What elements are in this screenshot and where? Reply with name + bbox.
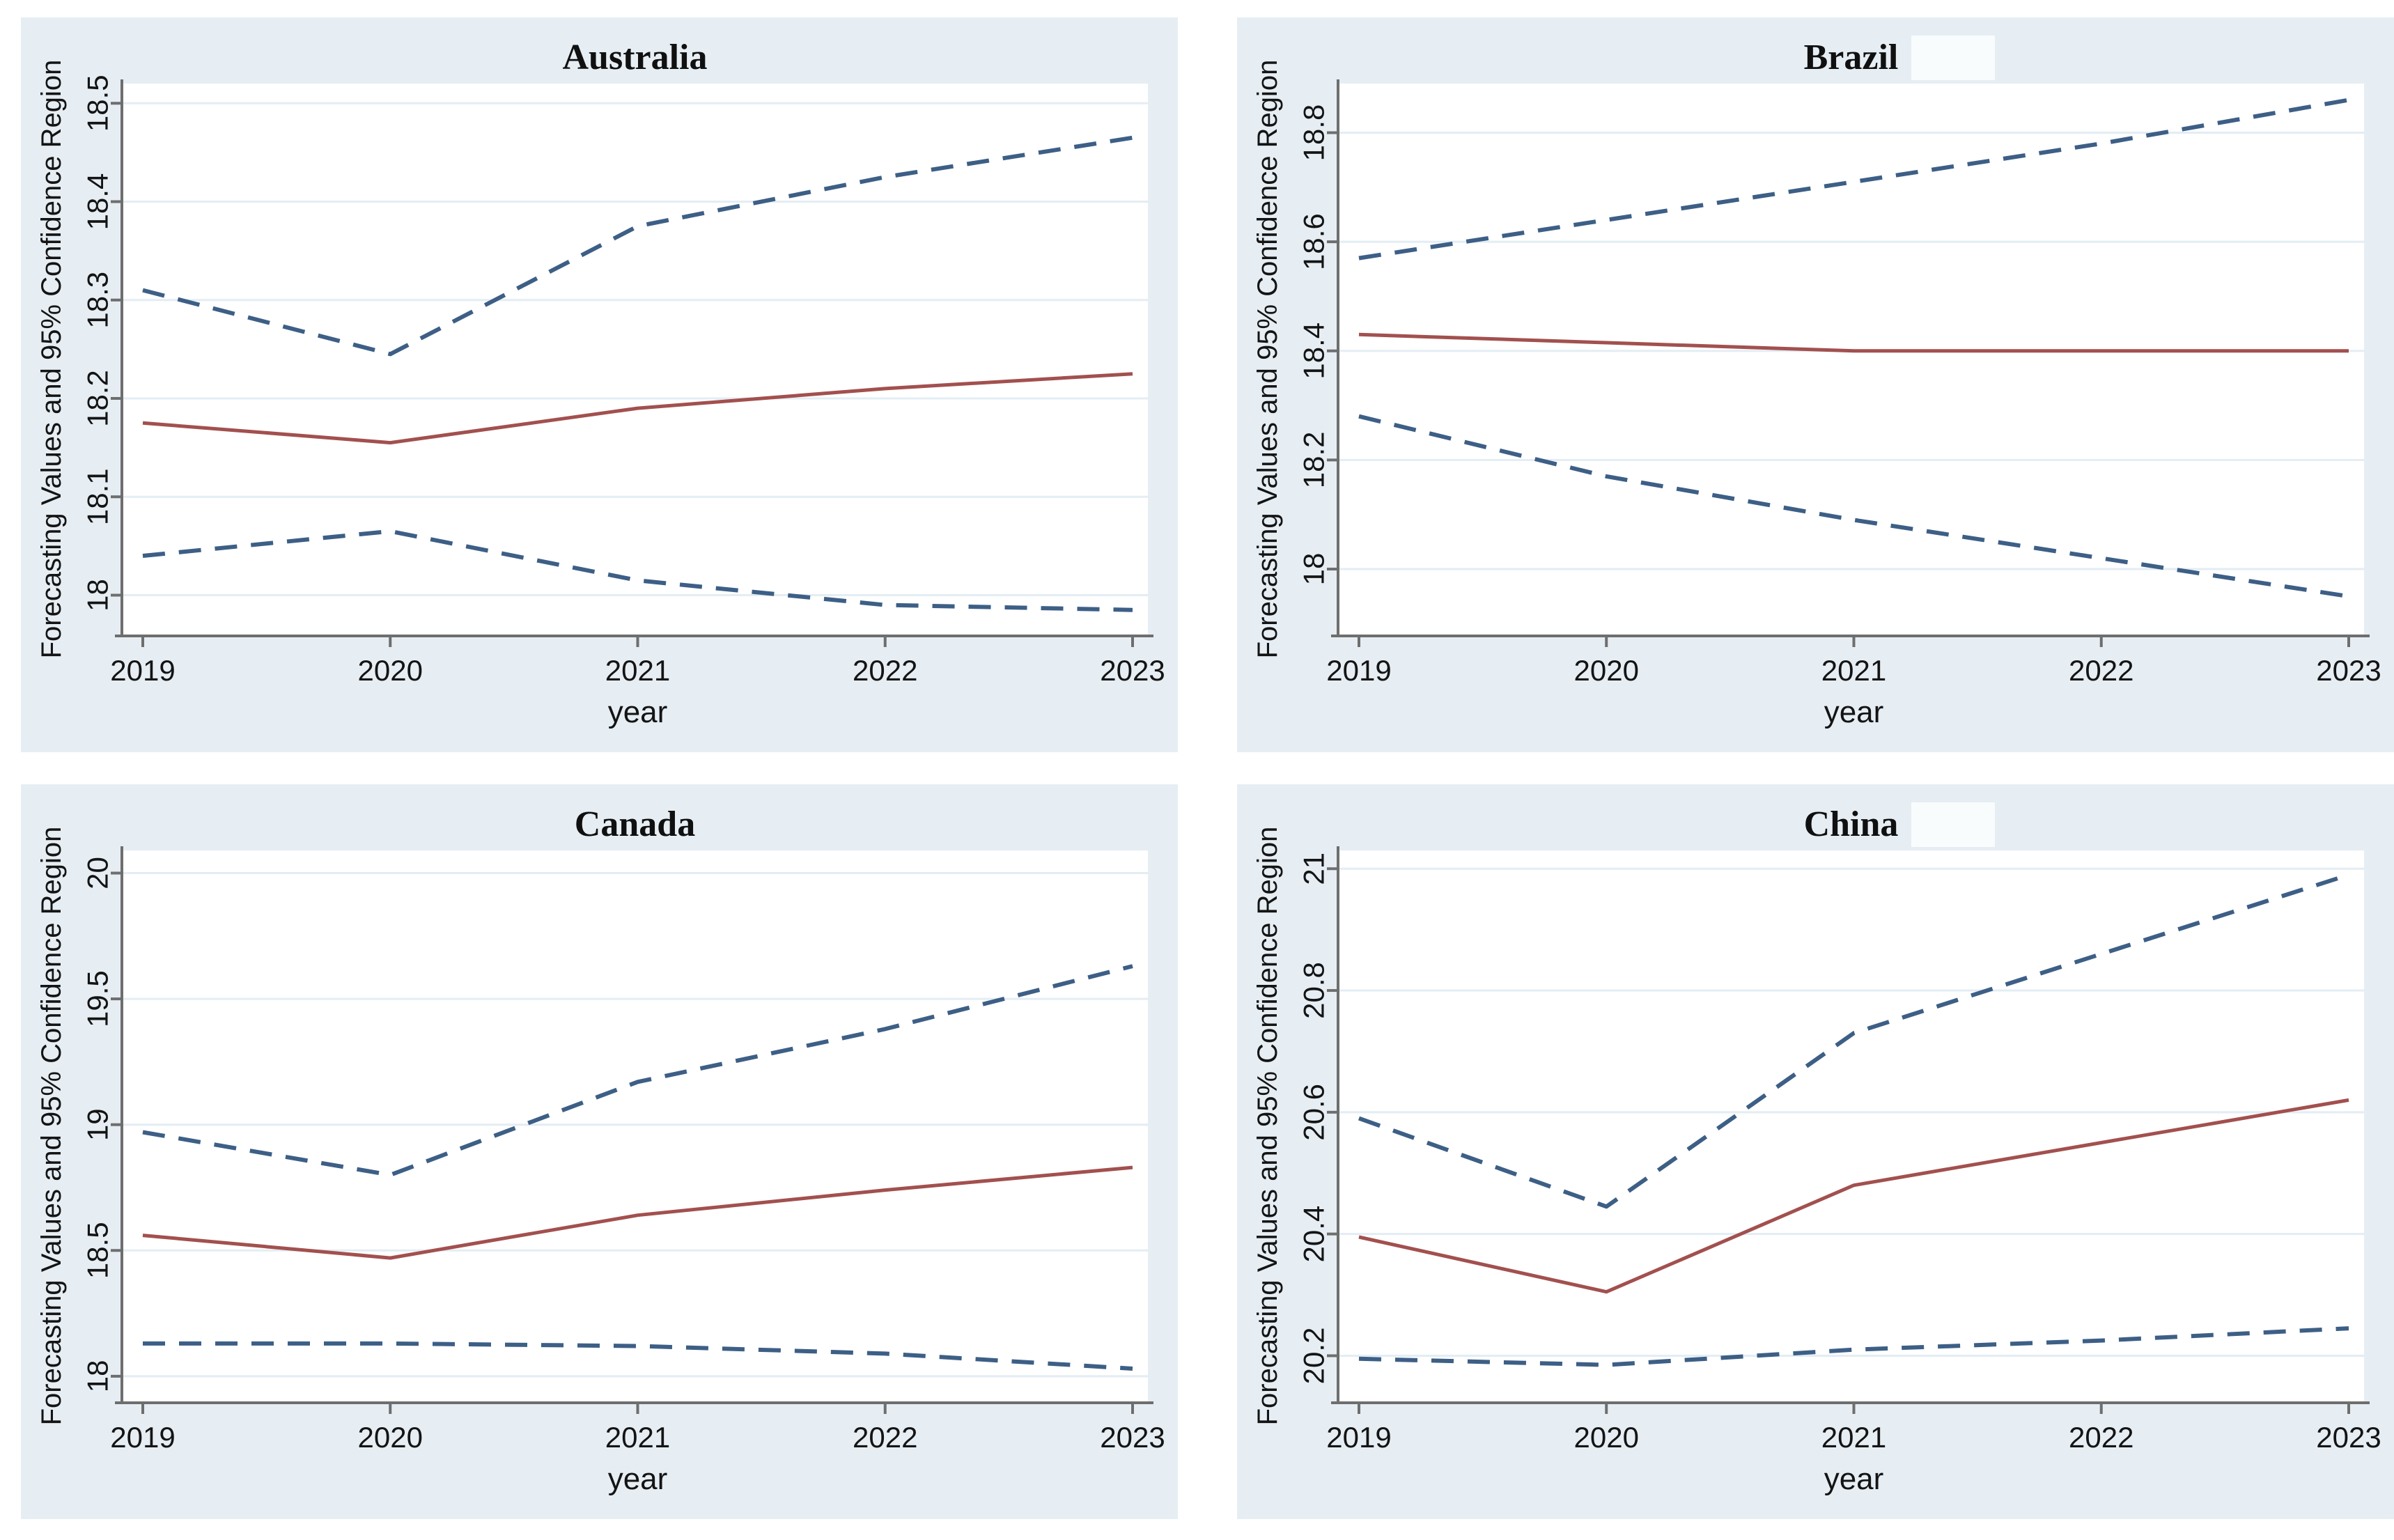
series-lower-95-confidence-bound <box>143 1341 1133 1371</box>
y-tick-label: 18.4 <box>81 173 114 231</box>
series-upper-95-confidence-bound <box>1358 873 2349 1209</box>
x-axis-label: year <box>608 1462 668 1496</box>
chart-title: Brazil <box>1804 38 1899 77</box>
series-lower-95-confidence-bound <box>1358 414 2349 599</box>
chart-title: Australia <box>563 38 708 77</box>
plot-area <box>1338 84 2364 635</box>
x-tick-label: 2022 <box>853 654 917 687</box>
y-tick-label: 20 <box>81 857 114 889</box>
chart-title: Canada <box>575 804 695 844</box>
chart-china: 20.2 20.4 20.6 20.8 21 2019 2020 2021 2022 2023 Ch… <box>1252 802 2381 1496</box>
x-tick-label: 2022 <box>2069 654 2133 687</box>
x-tick-label: 2020 <box>1574 1421 1639 1454</box>
series-upper-95-confidence-bound <box>142 135 1133 357</box>
x-tick-label: 2023 <box>2316 1421 2381 1454</box>
chart-panel: 20.2 20.4 20.6 20.8 21 2019 2020 2021 2022 2023 Ch… <box>1237 784 2394 1519</box>
x-tick-label: 2020 <box>358 1421 423 1454</box>
x-axis-label: year <box>608 695 668 729</box>
series-forecast <box>142 372 1133 445</box>
x-tick-label: 2021 <box>605 654 670 687</box>
y-tick-label: 20.8 <box>1298 962 1330 1019</box>
y-tick-label: 19.5 <box>81 970 114 1027</box>
series-upper-95-confidence-bound <box>1358 98 2349 260</box>
y-tick-label: 18.4 <box>1298 322 1330 380</box>
y-tick-label: 18.1 <box>81 468 114 525</box>
series-upper-95-confidence-bound <box>142 964 1133 1177</box>
y-tick-label: 18.5 <box>81 75 114 132</box>
title-highlight <box>1911 802 1995 847</box>
chart-panel: 18 18.1 18.2 18.3 18.4 18.5 2019 2020 2021 2022 20… <box>21 17 1178 752</box>
x-axis-label: year <box>1824 1462 1884 1496</box>
y-tick-label: 18.5 <box>81 1222 114 1279</box>
y-tick-label: 20.2 <box>1298 1328 1330 1385</box>
y-tick-label: 20.6 <box>1298 1084 1330 1141</box>
x-tick-label: 2019 <box>110 654 175 687</box>
series-forecast <box>142 1165 1133 1260</box>
x-tick-label: 2019 <box>110 1421 175 1454</box>
y-tick-label: 20.4 <box>1298 1206 1330 1263</box>
y-tick-label: 18 <box>1298 553 1330 586</box>
x-tick-label: 2020 <box>358 654 423 687</box>
series-forecast <box>1358 1098 2349 1294</box>
x-tick-label: 2019 <box>1326 654 1391 687</box>
chart-brazil: 18 18.2 18.4 18.6 18.8 2019 2020 2021 2022 2023 Br… <box>1252 36 2381 729</box>
chart-title: China <box>1804 804 1899 844</box>
y-tick-label: 18 <box>81 579 114 612</box>
series-lower-95-confidence-bound <box>1358 1326 2349 1367</box>
x-tick-label: 2020 <box>1574 654 1639 687</box>
x-tick-label: 2019 <box>1326 1421 1391 1454</box>
y-axis-label: Forecasting Values and 95% Confidence Re… <box>1252 60 1283 659</box>
y-tick-label: 18 <box>81 1360 114 1393</box>
x-tick-label: 2021 <box>1821 654 1886 687</box>
x-tick-label: 2023 <box>2316 654 2381 687</box>
y-tick-label: 18.2 <box>1298 432 1330 489</box>
y-axis-label: Forecasting Values and 95% Confidence Re… <box>36 60 67 659</box>
y-axis-label: Forecasting Values and 95% Confidence Re… <box>36 827 67 1426</box>
series-lower-95-confidence-bound <box>142 529 1133 612</box>
series-forecast <box>1358 332 2349 353</box>
y-tick-label: 21 <box>1298 853 1330 885</box>
x-tick-label: 2022 <box>853 1421 917 1454</box>
plot-area <box>1338 850 2364 1401</box>
title-highlight <box>1911 36 1995 80</box>
x-tick-label: 2021 <box>1821 1421 1886 1454</box>
x-tick-label: 2023 <box>1100 654 1165 687</box>
y-tick-label: 18.3 <box>81 272 114 329</box>
y-tick-label: 18.2 <box>81 370 114 427</box>
plot-area <box>122 850 1148 1401</box>
y-tick-label: 18.8 <box>1298 104 1330 162</box>
chart-panel: 18 18.2 18.4 18.6 18.8 2019 2020 2021 2022 2023 Br… <box>1237 17 2394 752</box>
plot-area <box>122 84 1148 635</box>
chart-australia: 18 18.1 18.2 18.3 18.4 18.5 2019 2020 2021 2022 20… <box>36 38 1165 729</box>
x-tick-label: 2023 <box>1100 1421 1165 1454</box>
y-tick-label: 18.6 <box>1298 213 1330 270</box>
y-axis-label: Forecasting Values and 95% Confidence Re… <box>1252 827 1283 1426</box>
x-axis-label: year <box>1824 695 1884 729</box>
x-tick-label: 2022 <box>2069 1421 2133 1454</box>
x-tick-label: 2021 <box>605 1421 670 1454</box>
chart-canada: 18 18.5 19 19.5 20 2019 2020 2021 2022 2023 Canada… <box>36 804 1165 1496</box>
chart-panel: 18 18.5 19 19.5 20 2019 2020 2021 2022 2023 Canada… <box>21 784 1178 1519</box>
y-tick-label: 19 <box>81 1108 114 1141</box>
